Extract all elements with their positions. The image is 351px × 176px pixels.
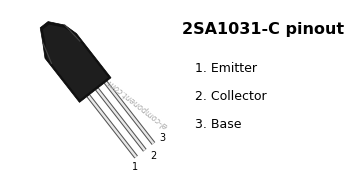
Polygon shape xyxy=(86,94,138,158)
Text: 3: 3 xyxy=(159,133,165,143)
Text: 2. Collector: 2. Collector xyxy=(195,90,267,103)
Polygon shape xyxy=(43,25,108,100)
Text: 1: 1 xyxy=(132,162,138,172)
Text: 1. Emitter: 1. Emitter xyxy=(195,62,257,75)
Text: el-component.com: el-component.com xyxy=(106,77,170,130)
Polygon shape xyxy=(96,88,146,151)
Polygon shape xyxy=(87,95,137,158)
Text: 2: 2 xyxy=(150,151,156,161)
Text: 2SA1031-C pinout: 2SA1031-C pinout xyxy=(182,22,344,37)
Polygon shape xyxy=(95,87,147,152)
Polygon shape xyxy=(104,81,155,145)
Text: 3. Base: 3. Base xyxy=(195,118,241,131)
Polygon shape xyxy=(40,22,111,102)
Polygon shape xyxy=(105,81,154,144)
